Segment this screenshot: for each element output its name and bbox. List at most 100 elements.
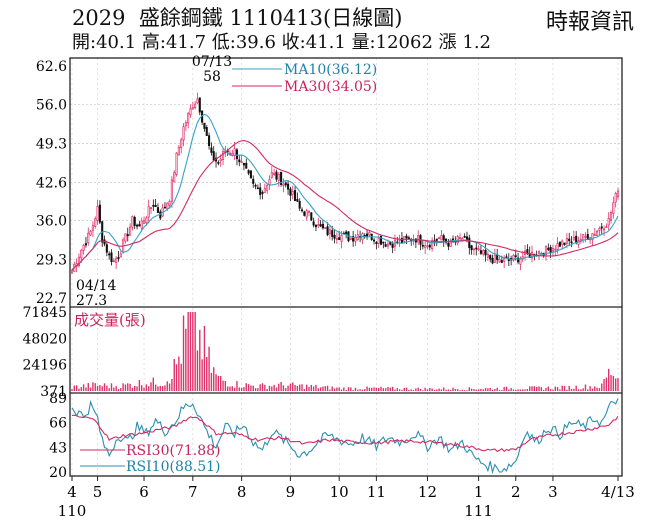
volume-bar — [192, 312, 194, 391]
volume-bar — [570, 388, 573, 391]
candle-body — [249, 170, 252, 179]
candle-body — [231, 152, 234, 156]
x-tick-label: 5 — [93, 483, 103, 501]
rsi30-legend: RSI30(71.88) — [126, 443, 221, 459]
candle-body — [138, 224, 141, 227]
volume-bar — [522, 389, 524, 391]
price-tick-label: 42.6 — [36, 175, 67, 191]
volume-bar — [529, 386, 531, 391]
price-tick-label: 62.6 — [36, 59, 67, 75]
volume-bar — [343, 387, 345, 391]
volume-bar — [466, 390, 468, 391]
price-tick-label: 56.0 — [36, 97, 67, 113]
volume-bar — [143, 387, 145, 391]
candle-body — [475, 247, 478, 250]
candle-body — [133, 216, 136, 226]
candle-body — [561, 240, 564, 245]
volume-bar — [103, 383, 106, 391]
candle-body — [603, 228, 606, 231]
candle-body — [547, 247, 550, 250]
volume-bar — [468, 387, 470, 391]
candle-body — [558, 241, 561, 247]
candle-body — [126, 234, 129, 237]
volume-bar — [617, 378, 619, 391]
volume-bar — [447, 389, 450, 391]
close-value: 41.1 — [305, 32, 346, 53]
volume-bar — [147, 386, 150, 391]
volume-bar — [498, 389, 501, 391]
candle-body — [303, 211, 306, 216]
volume-bar — [231, 386, 234, 391]
volume-bar — [326, 385, 329, 391]
candle-body — [254, 184, 257, 187]
volume-bar — [417, 387, 419, 391]
volume-bar — [368, 387, 371, 391]
volume-bar — [552, 389, 554, 391]
volume-bar — [298, 384, 301, 391]
volume-bar — [547, 386, 549, 391]
volume-bar — [461, 389, 464, 391]
volume-bar — [127, 383, 129, 391]
volume-bar — [324, 386, 326, 391]
volume-bar — [117, 389, 120, 391]
candle-body — [537, 251, 541, 254]
volume-bar — [152, 377, 155, 391]
candle-body — [212, 151, 215, 161]
candle-body — [307, 210, 311, 213]
volume-bar — [208, 346, 210, 391]
volume-bar — [359, 389, 361, 391]
candle-body — [84, 243, 87, 246]
candle-body — [96, 206, 99, 221]
open-label: 開: — [72, 32, 97, 53]
volume-bar — [371, 387, 373, 391]
candle-body — [377, 237, 380, 244]
x-tick-label: 6 — [139, 483, 149, 501]
ohlc-summary: 開:40.1 高:41.7 低:39.6 收:41.1 量:12062 漲 1.… — [72, 28, 491, 54]
volume-bar — [384, 388, 387, 391]
volume-bar — [484, 388, 487, 391]
volume-bar — [315, 384, 317, 391]
volume-bar — [106, 385, 108, 391]
volume-bar — [352, 389, 354, 391]
volume-bar — [210, 372, 213, 391]
volume-bar — [236, 381, 238, 391]
volume-tick-label: 371 — [40, 384, 67, 400]
open-value: 40.1 — [96, 32, 137, 53]
volume-bar — [308, 386, 310, 391]
volume-bar — [294, 384, 296, 391]
volume-bar — [280, 382, 282, 391]
candle-body — [591, 233, 594, 240]
volume-bar — [340, 389, 343, 391]
candle-body — [331, 230, 334, 237]
volume-bar — [220, 375, 222, 391]
candle-body — [489, 255, 492, 260]
volume-bar — [501, 389, 503, 391]
candle-body — [568, 238, 571, 242]
volume-bar — [598, 388, 601, 391]
candle-body — [136, 224, 139, 227]
volume-bar — [394, 389, 396, 391]
candle-body — [428, 244, 431, 248]
volume-bar — [194, 312, 196, 391]
candle-body — [391, 243, 394, 248]
volume-bar — [433, 389, 436, 391]
volume-bar — [92, 382, 94, 391]
volume-bar — [273, 384, 275, 391]
candle-body — [89, 231, 92, 236]
candle-body — [614, 193, 617, 203]
volume-bar — [247, 384, 250, 391]
volume-bar — [424, 387, 426, 391]
volume-bar — [199, 329, 201, 391]
rsi30-line — [71, 414, 619, 453]
candle-body — [245, 162, 248, 169]
volume-tick-label: 24196 — [22, 358, 67, 374]
volume-bar — [113, 387, 115, 391]
volume-bar — [159, 385, 161, 391]
volume-bar — [317, 388, 319, 391]
candle-body — [296, 199, 299, 202]
volume-bar — [454, 388, 457, 391]
candle-body — [94, 218, 97, 227]
candle-body — [486, 253, 489, 258]
candle-body — [609, 212, 613, 221]
candle-body — [338, 237, 341, 241]
